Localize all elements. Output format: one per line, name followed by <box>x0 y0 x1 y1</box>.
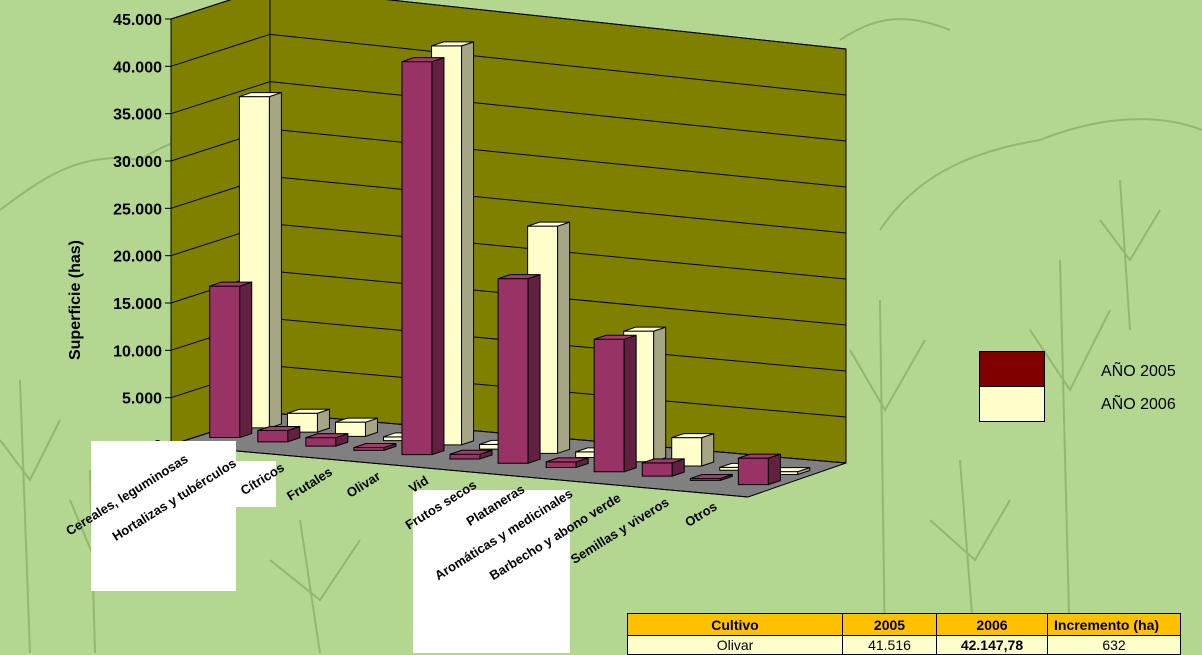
legend-label-2006: AÑO 2006 <box>1101 396 1176 413</box>
bar-2005 <box>737 453 781 486</box>
x-tick-label: Cítricos <box>238 460 287 498</box>
x-tick-label: Semillas y viveros <box>568 494 672 566</box>
y-tick-label: 30.000 <box>113 154 162 171</box>
bar-2005 <box>401 56 445 456</box>
bar-2005 <box>689 473 733 482</box>
bar-2005 <box>257 425 301 443</box>
x-tick-label: Vid <box>406 473 431 496</box>
y-axis-label: Superficie (has) <box>67 240 84 360</box>
legend-swatch-2005 <box>979 351 1045 387</box>
legend-label-2005: AÑO 2005 <box>1101 363 1176 380</box>
y-tick-label: 20.000 <box>113 249 162 266</box>
bar-2005 <box>209 281 253 439</box>
gridline <box>170 0 847 50</box>
y-tick-label: 40.000 <box>113 59 162 76</box>
label-overlay-box-1 <box>91 441 236 591</box>
bar-2005 <box>305 432 349 447</box>
label-overlay-box-3 <box>413 490 570 653</box>
table-cell-incremento: 632 <box>1047 635 1181 655</box>
table-header-2005: 2005 <box>842 613 937 636</box>
summary-table: Cultivo 2005 2006 Incremento (ha) Olivar… <box>627 613 1181 655</box>
table-cell-2005: 41.516 <box>842 635 937 655</box>
bar-2005 <box>545 457 589 469</box>
y-axis: 05.00010.00015.00020.00025.00030.00035.0… <box>113 12 749 498</box>
table-cell-cultivo: Olivar <box>627 635 843 655</box>
table-header-2006: 2006 <box>936 613 1048 636</box>
bars <box>209 41 811 486</box>
x-axis-line <box>170 444 749 498</box>
label-overlay-box-2 <box>236 461 276 507</box>
bar-2006 <box>334 417 378 438</box>
x-tick-label: Otros <box>682 499 719 530</box>
table-header-row: Cultivo 2005 2006 Incremento (ha) <box>627 613 1181 636</box>
x-tick-label: Frutales <box>284 464 335 504</box>
y-tick-label: 25.000 <box>113 201 162 218</box>
x-tick-label: Olivar <box>344 468 383 500</box>
table-row: Olivar 41.516 42.147,78 632 <box>627 635 1181 655</box>
bar-2005 <box>497 273 541 464</box>
bar-2005 <box>641 458 685 477</box>
gridline <box>170 81 847 142</box>
bar-2005 <box>449 449 493 460</box>
legend-swatch-2006 <box>979 386 1045 422</box>
y-tick-label: 5.000 <box>122 391 162 408</box>
y-tick-label: 45.000 <box>113 12 162 29</box>
y-tick-label: 15.000 <box>113 296 162 313</box>
y-tick-label: 10.000 <box>113 343 162 360</box>
table-header-incremento: Incremento (ha) <box>1047 613 1181 636</box>
bar-2005 <box>353 442 397 452</box>
y-tick-label: 35.000 <box>113 107 162 124</box>
table-header-cultivo: Cultivo <box>627 613 843 636</box>
bar-2006 <box>671 432 715 467</box>
gridline <box>170 33 847 96</box>
table-cell-2006: 42.147,78 <box>936 635 1048 655</box>
bar-2005 <box>593 334 637 473</box>
